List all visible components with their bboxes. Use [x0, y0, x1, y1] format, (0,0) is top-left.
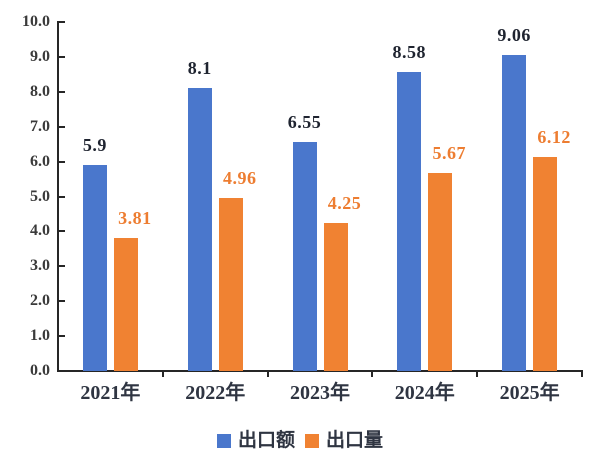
value-label: 4.25 [327, 192, 362, 213]
value-label: 5.67 [432, 143, 467, 164]
legend: 出口额 出口量 [0, 428, 600, 454]
y-tick-label: 0.0 [30, 362, 50, 379]
value-label: 6.12 [537, 127, 571, 148]
y-axis-tick [59, 265, 65, 268]
legend-swatch [216, 434, 231, 448]
y-tick-label: 8.0 [30, 82, 50, 100]
y-tick-label: 5.0 [30, 187, 50, 205]
y-axis-tick [59, 55, 65, 58]
legend-swatch [305, 434, 319, 448]
x-tick-label: 2022年 [185, 382, 246, 404]
x-tick-label: 2021年 [80, 382, 141, 404]
x-tick-label: 2024年 [394, 382, 455, 404]
y-axis-tick [59, 300, 65, 303]
bar-出口额-2024年 [397, 71, 422, 371]
legend-item-出口量: 出口量 [305, 430, 383, 452]
value-label: 9.06 [497, 24, 531, 45]
bar-出口额-2023年 [292, 142, 317, 371]
y-axis-tick [59, 90, 65, 93]
y-tick-label: 3.0 [30, 257, 50, 275]
x-axis-tick [476, 372, 479, 377]
y-axis-tick [59, 370, 65, 372]
value-label: 4.96 [222, 167, 257, 188]
value-label: 6.55 [287, 112, 322, 133]
x-axis-tick [266, 372, 269, 377]
y-tick-label: 4.0 [30, 222, 50, 240]
y-tick-label: 10.0 [22, 13, 50, 30]
x-axis-tick [581, 372, 583, 377]
y-axis-tick [59, 21, 65, 23]
x-axis-tick [371, 372, 374, 377]
legend-label: 出口额 [237, 430, 295, 451]
y-axis-tick [59, 335, 65, 338]
legend-label: 出口量 [326, 430, 384, 451]
y-axis-tick [59, 125, 65, 128]
x-tick-label: 2023年 [289, 382, 350, 404]
bar-出口量-2022年 [218, 197, 243, 371]
y-axis-tick [59, 195, 65, 198]
y-tick-label: 9.0 [30, 47, 50, 65]
bar-出口额-2025年 [502, 54, 527, 371]
bar-出口量-2024年 [428, 173, 453, 371]
value-label: 5.9 [82, 135, 107, 156]
y-axis-tick [59, 160, 65, 163]
y-axis-line [57, 21, 59, 372]
bar-出口量-2021年 [113, 238, 138, 371]
bar-出口量-2025年 [533, 157, 558, 371]
bar-出口量-2023年 [323, 222, 348, 371]
value-label: 3.81 [118, 208, 152, 229]
x-axis-tick [161, 372, 164, 377]
value-label: 8.58 [392, 41, 427, 62]
x-tick-label: 2025年 [499, 382, 560, 404]
bar-出口额-2022年 [187, 88, 212, 371]
y-tick-label: 7.0 [30, 117, 50, 135]
y-tick-label: 1.0 [30, 327, 50, 345]
y-tick-label: 2.0 [30, 292, 50, 310]
x-axis-line [57, 370, 583, 372]
y-axis-tick [59, 230, 65, 233]
y-tick-label: 6.0 [30, 152, 50, 170]
bar-出口额-2021年 [82, 165, 107, 371]
legend-item-出口额: 出口额 [216, 430, 295, 452]
value-label: 8.1 [187, 58, 212, 79]
